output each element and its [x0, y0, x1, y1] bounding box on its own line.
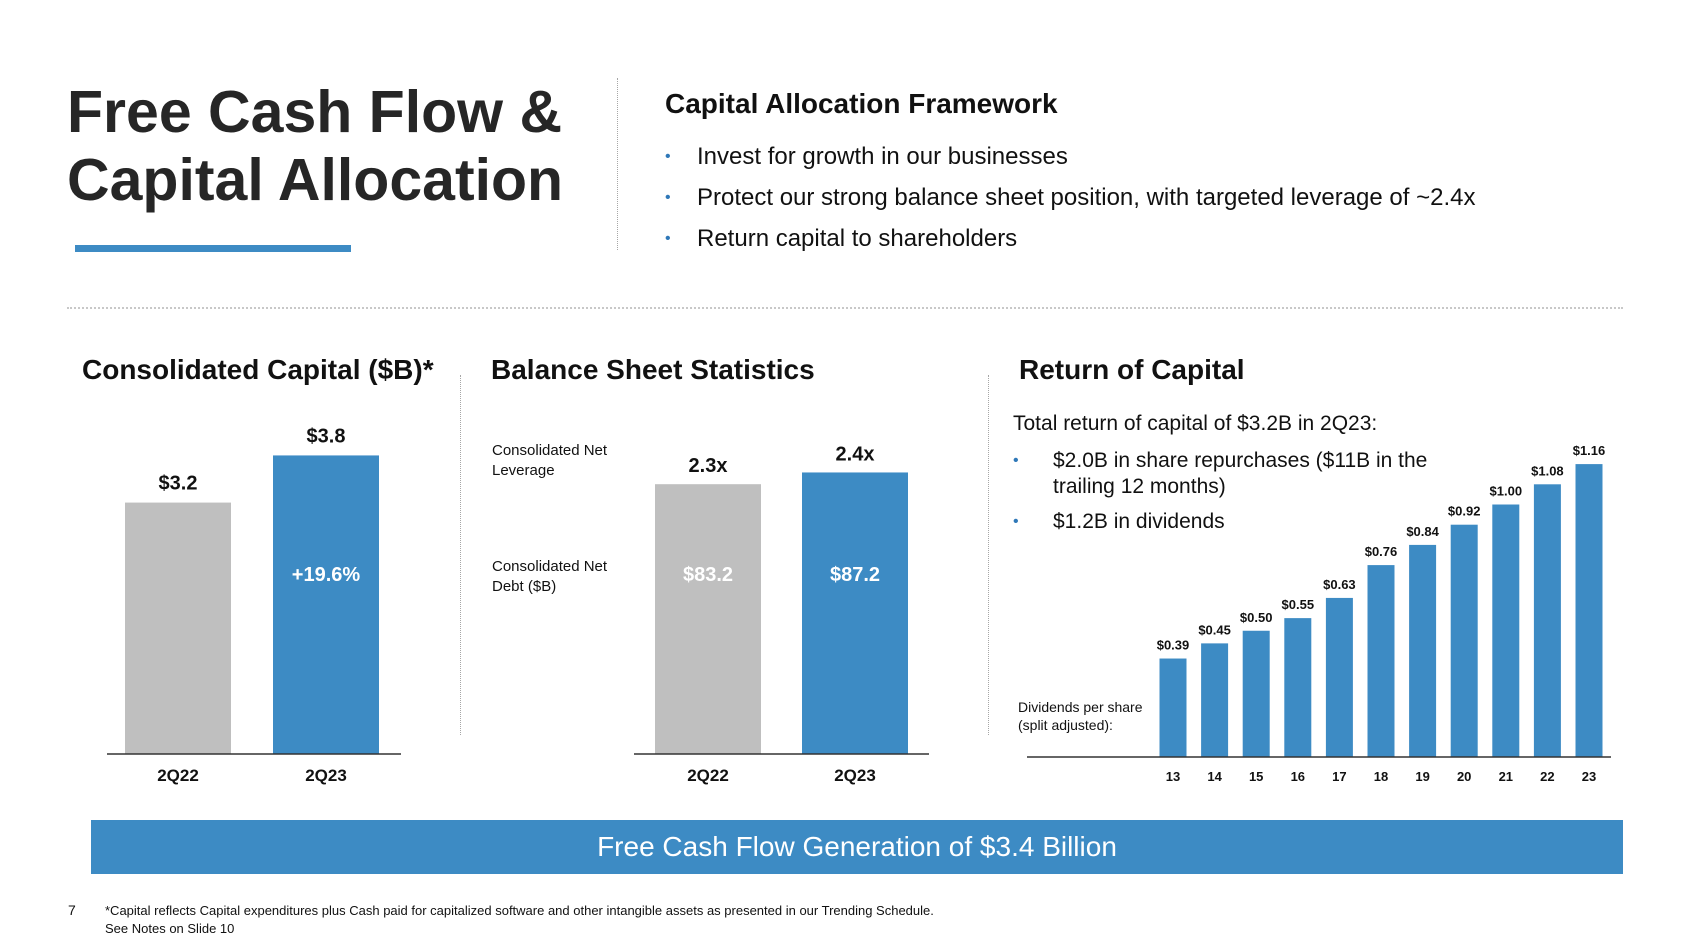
- fcf-banner-text: Free Cash Flow Generation of $3.4 Billio…: [597, 831, 1117, 862]
- dps-data-label: $0.55: [1282, 597, 1315, 612]
- framework-item-text: Invest for growth in our businesses: [697, 143, 1068, 170]
- leverage-data-label: 2.4x: [836, 443, 875, 465]
- dps-bar: [1575, 464, 1603, 757]
- section-divider-right: [988, 375, 989, 735]
- leverage-data-label: 2.3x: [689, 455, 728, 477]
- bullet-icon: •: [1013, 452, 1019, 469]
- dps-x-tick-label: 14: [1207, 769, 1222, 784]
- dps-x-tick-label: 19: [1415, 769, 1429, 784]
- footnote: *Capital reflects Capital expenditures p…: [105, 902, 934, 938]
- net-debt-value: $83.2: [683, 564, 733, 586]
- balance-x-tick-label: 2Q23: [834, 766, 876, 785]
- bullet-icon: •: [665, 230, 671, 247]
- net-debt-value: $87.2: [830, 564, 880, 586]
- capital-change-label: +19.6%: [292, 564, 361, 586]
- return-item-text: $2.0B in share repurchases ($11B in the …: [1053, 449, 1428, 498]
- section-divider-left: [460, 375, 461, 735]
- capital-section-title: Consolidated Capital ($B)*: [82, 354, 434, 385]
- return-item-text: $1.2B in dividends: [1053, 510, 1225, 533]
- dps-x-tick-label: 13: [1166, 769, 1180, 784]
- dps-data-label: $0.84: [1406, 524, 1439, 539]
- section-divider: [67, 307, 1623, 309]
- capital-x-tick-label: 2Q23: [305, 766, 347, 785]
- dps-bar: [1159, 658, 1187, 757]
- dps-data-label: $1.08: [1531, 463, 1564, 478]
- leverage-bar: [655, 484, 761, 754]
- dps-bar: [1409, 544, 1437, 757]
- return-intro: Total return of capital of $3.2B in 2Q23…: [1013, 412, 1378, 435]
- net-leverage-label: Consolidated Net Leverage: [492, 442, 608, 479]
- footnote-line: *Capital reflects Capital expenditures p…: [105, 903, 934, 918]
- framework-list: • Invest for growth in our businesses • Pr…: [665, 136, 1475, 259]
- dps-bar: [1242, 630, 1270, 757]
- dps-data-label: $0.45: [1198, 622, 1231, 637]
- return-item: • $1.2B in dividends: [1013, 509, 1453, 535]
- dps-bar: [1325, 597, 1353, 757]
- dps-x-tick-label: 22: [1540, 769, 1554, 784]
- balance-x-tick-label: 2Q22: [687, 766, 729, 785]
- framework-item: • Invest for growth in our businesses: [665, 136, 1475, 177]
- balance-section-title: Balance Sheet Statistics: [491, 354, 815, 385]
- dps-data-label: $1.16: [1573, 443, 1606, 458]
- dps-x-tick-label: 16: [1291, 769, 1305, 784]
- capital-data-label: $3.2: [159, 473, 198, 495]
- capital-x-tick-label: 2Q22: [157, 766, 199, 785]
- page-title-line2: Capital Allocation: [67, 147, 564, 213]
- dps-data-label: $0.76: [1365, 544, 1398, 559]
- dps-x-tick-label: 17: [1332, 769, 1346, 784]
- dps-data-label: $0.50: [1240, 610, 1273, 625]
- return-item: • $2.0B in share repurchases ($11B in the…: [1013, 448, 1453, 500]
- bullet-icon: •: [665, 189, 671, 206]
- return-section-title: Return of Capital: [1019, 354, 1245, 385]
- capital-bar: [273, 455, 379, 754]
- dps-x-tick-label: 15: [1249, 769, 1263, 784]
- header-divider: [617, 78, 618, 250]
- dps-x-tick-label: 23: [1582, 769, 1596, 784]
- dps-bar: [1533, 484, 1561, 757]
- return-list: • $2.0B in share repurchases ($11B in the…: [1013, 448, 1453, 544]
- dps-bar: [1450, 524, 1478, 757]
- page-title: Free Cash Flow & Capital Allocation: [67, 78, 563, 214]
- framework-item-text: Protect our strong balance sheet positio…: [697, 184, 1476, 211]
- capital-bar: [125, 502, 231, 754]
- footnote-line: See Notes on Slide 10: [105, 921, 235, 936]
- framework-item: • Protect our strong balance sheet positi…: [665, 177, 1475, 218]
- dps-x-tick-label: 18: [1374, 769, 1388, 784]
- page-number: 7: [68, 902, 76, 918]
- capital-data-label: $3.8: [307, 425, 346, 447]
- dps-x-tick-label: 20: [1457, 769, 1471, 784]
- bullet-icon: •: [1013, 513, 1019, 530]
- leverage-bar: [802, 472, 908, 754]
- dps-bar: [1284, 618, 1312, 757]
- dps-data-label: $0.92: [1448, 504, 1481, 519]
- framework-item-text: Return capital to shareholders: [697, 225, 1018, 252]
- dps-bar: [1492, 504, 1520, 757]
- framework-item: • Return capital to shareholders: [665, 218, 1475, 259]
- dps-data-label: $0.39: [1157, 638, 1190, 653]
- framework-title: Capital Allocation Framework: [665, 88, 1058, 119]
- dps-bar: [1201, 643, 1229, 757]
- title-underline: [75, 245, 351, 252]
- dps-data-label: $1.00: [1490, 484, 1523, 499]
- dps-data-label: $0.63: [1323, 577, 1356, 592]
- net-debt-label: Consolidated Net Debt ($B): [492, 558, 608, 595]
- bullet-icon: •: [665, 148, 671, 165]
- dps-bar: [1367, 565, 1395, 757]
- page-title-line1: Free Cash Flow &: [67, 79, 563, 145]
- fcf-banner: Free Cash Flow Generation of $3.4 Billio…: [91, 820, 1623, 874]
- dps-label: Dividends per share (split adjusted):: [1018, 699, 1143, 733]
- dps-x-tick-label: 21: [1499, 769, 1513, 784]
